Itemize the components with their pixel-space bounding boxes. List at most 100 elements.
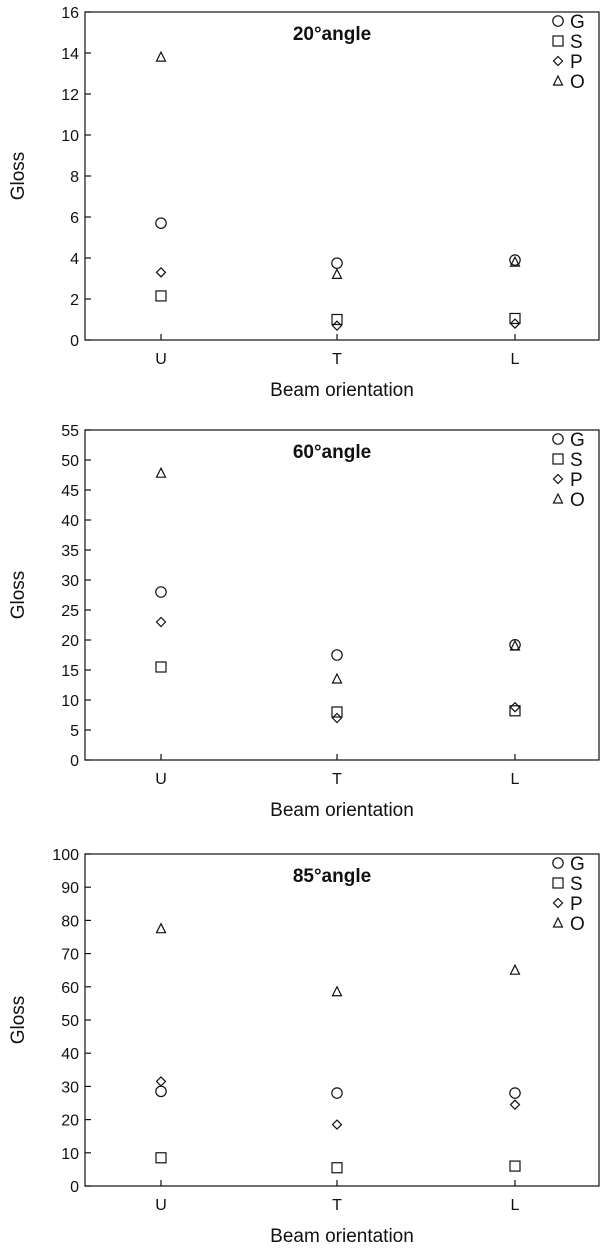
chart-title: 20°angle (293, 24, 371, 45)
legend-label-g: G (570, 430, 585, 451)
y-tick-label: 20 (61, 1113, 79, 1130)
y-tick-label: 50 (61, 453, 79, 470)
legend-label-s: S (570, 32, 583, 53)
legend-marker-g (552, 15, 564, 27)
data-point-p-l (509, 1099, 521, 1111)
data-point-p-u (155, 1076, 167, 1087)
data-point-p-l (509, 318, 521, 329)
data-point-g-l (509, 254, 521, 266)
data-point-o-u (155, 466, 167, 478)
legend-label-p: P (570, 894, 583, 915)
data-point-s-l (509, 312, 521, 325)
plot-frame (84, 429, 600, 761)
data-point-s-u (155, 290, 167, 302)
legend-label-o: O (570, 914, 585, 935)
data-point-p-t (331, 320, 343, 331)
x-tick-label: U (155, 1197, 167, 1214)
plot-frame (84, 853, 600, 1187)
y-tick-label: 60 (61, 980, 79, 997)
x-axis-title: Beam orientation (270, 1226, 414, 1247)
legend-marker-o (552, 916, 564, 928)
chart-panel-20-angle: 0 2 4 6 8 10 12 14 16 U T L Beam orientation Gloss 20°… (0, 0, 600, 410)
legend-marker-s (552, 35, 564, 47)
y-tick-label: 30 (61, 573, 79, 590)
y-tick-label: 10 (61, 128, 79, 145)
y-tick-label: 50 (61, 1013, 79, 1030)
y-tick-label: 0 (70, 1179, 79, 1196)
data-point-o-u (155, 50, 167, 62)
data-point-o-u (155, 922, 167, 934)
data-point-s-t (331, 313, 343, 326)
x-tick-label: T (332, 771, 342, 788)
y-tick-label: 40 (61, 1046, 79, 1063)
chart-85-angle: 0 10 20 30 40 50 60 70 80 90 100 U T L Beam orientatio… (8, 847, 600, 1247)
y-tick-label: 35 (61, 543, 79, 560)
y-tick-label: 10 (61, 1146, 79, 1163)
legend-marker-g (552, 857, 564, 869)
y-tick-label: 70 (61, 947, 79, 964)
legend-marker-o (552, 74, 564, 86)
legend-label-o: O (570, 72, 585, 93)
y-tick-label: 55 (61, 423, 79, 440)
data-point-p-l (509, 701, 521, 713)
data-point-o-t (331, 268, 343, 279)
legend-label-s: S (570, 450, 583, 471)
y-tick-label: 25 (61, 603, 79, 620)
y-tick-label: 10 (61, 693, 79, 710)
y-tick-label: 15 (61, 663, 79, 680)
x-axis-title: Beam orientation (270, 380, 414, 401)
y-tick-label: 2 (70, 292, 79, 309)
legend-marker-s (552, 453, 564, 465)
data-point-o-l (509, 255, 521, 267)
y-axis-title: Gloss (8, 571, 29, 620)
y-tick-label: 6 (70, 210, 79, 227)
x-tick-label: U (155, 771, 167, 788)
y-tick-label: 40 (61, 513, 79, 530)
y-axis-title: Gloss (8, 996, 29, 1045)
y-tick-label: 14 (61, 46, 79, 63)
y-tick-label: 80 (61, 913, 79, 930)
legend-marker-p (552, 55, 564, 67)
y-axis-title: Gloss (8, 152, 29, 201)
data-point-s-t (331, 706, 343, 718)
data-point-s-u (155, 1152, 167, 1164)
chart-panel-60-angle: 0 5 10 15 20 25 30 35 40 45 50 55 U T L Beam orientatio… (0, 418, 600, 828)
x-tick-label: L (511, 351, 520, 368)
y-tick-label: 0 (70, 333, 79, 350)
data-point-g-u (155, 217, 167, 229)
chart-title: 60°angle (293, 442, 371, 463)
data-point-p-t (331, 1119, 343, 1130)
legend-label-g: G (570, 12, 585, 33)
data-point-g-t (331, 1087, 343, 1099)
data-point-s-l (509, 1160, 521, 1172)
y-tick-label: 20 (61, 633, 79, 650)
legend-marker-p (552, 473, 564, 485)
chart-60-angle: 0 5 10 15 20 25 30 35 40 45 50 55 U T L Beam orientatio… (8, 423, 600, 821)
x-tick-label: T (332, 1197, 342, 1214)
y-tick-label: 5 (70, 723, 79, 740)
x-tick-label: L (511, 1197, 520, 1214)
legend-marker-s (552, 877, 564, 889)
data-point-g-u (155, 1085, 167, 1098)
legend-label-o: O (570, 490, 585, 511)
legend-label-s: S (570, 874, 583, 895)
y-tick-label: 12 (61, 87, 79, 104)
chart-panel-85-angle: 0 10 20 30 40 50 60 70 80 90 100 U T L Beam orientatio… (0, 838, 600, 1252)
x-axis-title: Beam orientation (270, 800, 414, 821)
legend-marker-g (552, 433, 564, 445)
y-tick-label: 4 (70, 251, 79, 268)
data-point-o-t (331, 985, 343, 997)
y-tick-label: 90 (61, 880, 79, 897)
data-point-o-l (509, 963, 521, 975)
y-tick-label: 16 (61, 5, 79, 22)
legend-marker-p (552, 897, 564, 909)
x-tick-label: T (332, 351, 342, 368)
data-point-o-t (331, 672, 343, 684)
data-point-s-t (331, 1162, 343, 1174)
chart-20-angle: 0 2 4 6 8 10 12 14 16 U T L Beam orientation Gloss 20°… (8, 5, 600, 401)
data-point-g-t (331, 257, 343, 269)
y-tick-label: 0 (70, 753, 79, 770)
legend-label-g: G (570, 854, 585, 875)
y-tick-label: 30 (61, 1079, 79, 1096)
y-tick-label: 45 (61, 483, 79, 500)
